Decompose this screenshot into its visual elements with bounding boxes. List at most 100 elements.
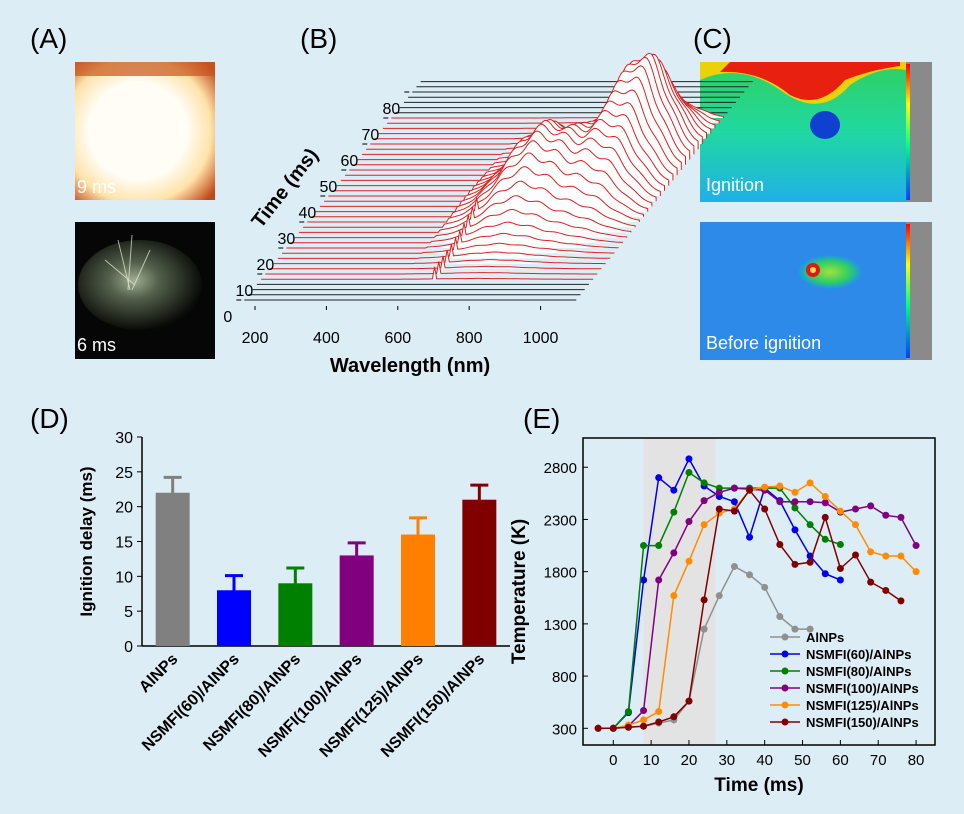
x-tick-label: 0: [609, 752, 617, 769]
data-point: [822, 536, 829, 543]
panel-label: (A): [30, 23, 67, 54]
image-label: 6 ms: [77, 335, 116, 355]
data-point: [731, 563, 738, 570]
y-tick-label: 2800: [544, 460, 577, 477]
y-tick-label: 25: [115, 465, 133, 482]
x-tick-label: 20: [681, 752, 698, 769]
data-point: [882, 552, 889, 559]
x-tick-label: 1000: [523, 330, 559, 347]
data-point: [716, 489, 723, 496]
data-point: [640, 542, 647, 549]
data-point: [807, 559, 814, 566]
x-tick-label: 10: [643, 752, 660, 769]
data-point: [776, 541, 783, 548]
legend-label: NSMFI(60)/AlNPs: [806, 647, 911, 662]
data-point: [685, 558, 692, 565]
panel-label: (D): [30, 403, 69, 434]
bar: [462, 500, 496, 646]
data-point: [852, 506, 859, 513]
data-point: [670, 549, 677, 556]
y-tick-label: 10: [115, 569, 133, 586]
data-point: [701, 479, 708, 486]
x-axis-label: Time (ms): [714, 775, 803, 796]
x-tick-label: 50: [794, 752, 811, 769]
y-axis-label: Temperature (K): [509, 519, 530, 664]
legend-label: NSMFI(150)/AlNPs: [806, 715, 919, 730]
data-point: [670, 487, 677, 494]
data-point: [791, 626, 798, 633]
legend-label: NSMFI(125)/AlNPs: [806, 698, 919, 713]
y-tick-label: 15: [115, 535, 133, 552]
legend-marker: [782, 634, 789, 641]
data-point: [670, 713, 677, 720]
panel-label: (E): [523, 403, 560, 434]
data-point: [807, 521, 814, 528]
data-point: [640, 716, 647, 723]
data-point: [867, 548, 874, 555]
y-tick-label: 20: [115, 500, 133, 517]
data-point: [731, 498, 738, 505]
data-point: [610, 725, 617, 732]
data-point: [701, 521, 708, 528]
data-point: [701, 497, 708, 504]
legend-label: NSMFI(100)/AlNPs: [806, 681, 919, 696]
data-point: [701, 596, 708, 603]
data-point: [655, 719, 662, 726]
y-tick-label: 70: [361, 127, 379, 144]
data-point: [882, 512, 889, 519]
y-tick-label: 0: [223, 309, 232, 326]
data-point: [807, 498, 814, 505]
data-point: [791, 498, 798, 505]
legend-label: NSMFI(80)/AlNPs: [806, 664, 911, 679]
y-tick-label: 60: [340, 153, 358, 170]
data-point: [776, 483, 783, 490]
data-point: [670, 592, 677, 599]
data-point: [822, 493, 829, 500]
legend-marker: [782, 719, 789, 726]
data-point: [897, 514, 904, 521]
y-tick-label: 30: [115, 430, 133, 447]
figure: (A) (B) (C) (D) (E) 9 ms 6 ms Ignition B…: [0, 0, 964, 814]
y-tick-label: 20: [256, 257, 274, 274]
legend-marker: [782, 702, 789, 709]
data-point: [822, 570, 829, 577]
x-tick-label: 400: [313, 330, 340, 347]
data-point: [791, 489, 798, 496]
y-tick-label: 1300: [544, 617, 577, 634]
x-tick-label: 40: [756, 752, 773, 769]
y-tick-label: 2300: [544, 512, 577, 529]
y-tick-label: 1800: [544, 565, 577, 582]
data-point: [852, 551, 859, 558]
data-point: [913, 542, 920, 549]
x-tick-label: 30: [718, 752, 735, 769]
data-point: [837, 565, 844, 572]
y-tick-label: 5: [124, 604, 133, 621]
data-point: [746, 534, 753, 541]
x-tick-label: 200: [242, 330, 269, 347]
data-point: [685, 518, 692, 525]
data-point: [746, 571, 753, 578]
x-axis-label: Wavelength (nm): [330, 355, 490, 377]
x-tick-label: 70: [870, 752, 887, 769]
data-point: [867, 579, 874, 586]
x-tick-label: 80: [908, 752, 925, 769]
x-tick-label: 800: [456, 330, 483, 347]
data-point: [837, 577, 844, 584]
y-tick-label: 50: [319, 179, 337, 196]
y-tick-label: 10: [235, 283, 253, 300]
panel-label: (B): [300, 23, 337, 54]
y-tick-label: 80: [382, 101, 400, 118]
data-point: [837, 508, 844, 515]
data-point: [807, 479, 814, 486]
data-point: [595, 725, 602, 732]
image-label: 9 ms: [77, 177, 116, 197]
data-point: [731, 508, 738, 515]
data-point: [761, 584, 768, 591]
data-point: [822, 514, 829, 521]
data-point: [731, 485, 738, 492]
data-point: [791, 526, 798, 533]
data-point: [685, 469, 692, 476]
data-point: [822, 499, 829, 506]
data-point: [625, 708, 632, 715]
legend-marker: [782, 651, 789, 658]
